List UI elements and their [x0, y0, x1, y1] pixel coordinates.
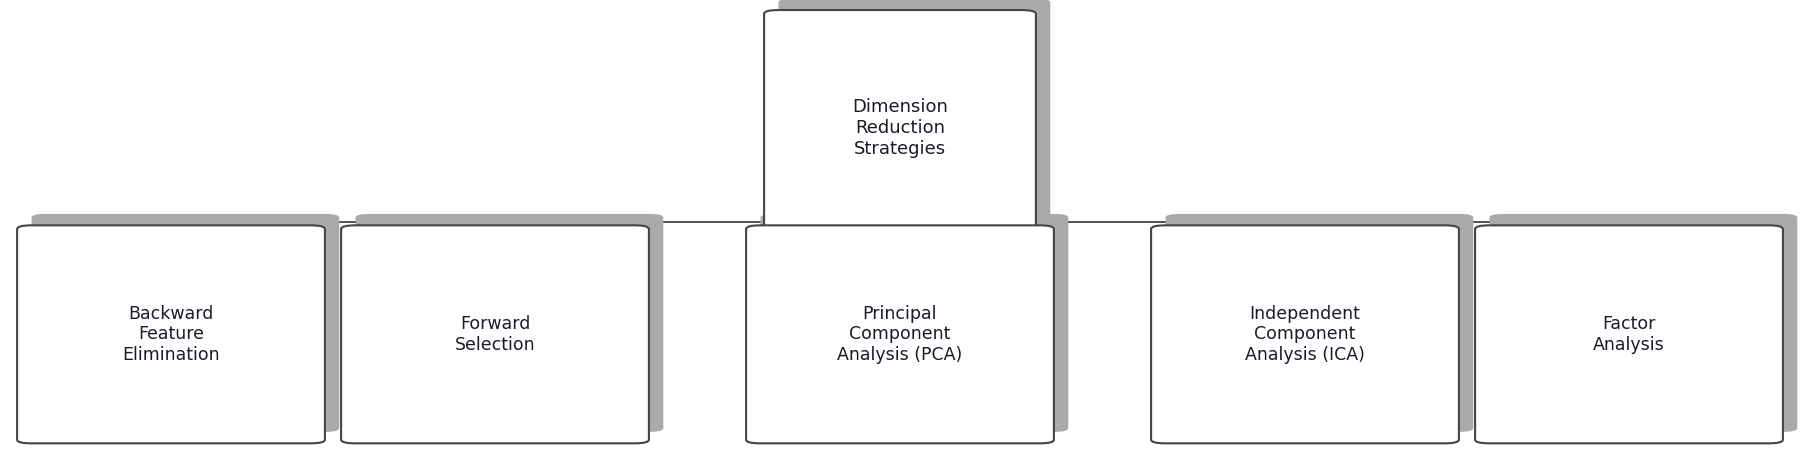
Text: Principal
Component
Analysis (PCA): Principal Component Analysis (PCA): [837, 305, 963, 364]
FancyBboxPatch shape: [763, 10, 1037, 246]
Text: Backward
Feature
Elimination: Backward Feature Elimination: [122, 305, 220, 364]
FancyBboxPatch shape: [760, 214, 1069, 432]
FancyBboxPatch shape: [32, 214, 338, 432]
FancyBboxPatch shape: [1152, 225, 1458, 443]
FancyBboxPatch shape: [1490, 214, 1796, 432]
Text: Factor
Analysis: Factor Analysis: [1593, 315, 1665, 354]
Text: Dimension
Reduction
Strategies: Dimension Reduction Strategies: [851, 98, 949, 158]
FancyBboxPatch shape: [1166, 214, 1472, 432]
FancyBboxPatch shape: [745, 225, 1053, 443]
FancyBboxPatch shape: [356, 214, 662, 432]
FancyBboxPatch shape: [18, 225, 324, 443]
FancyBboxPatch shape: [1474, 225, 1782, 443]
Text: Forward
Selection: Forward Selection: [455, 315, 535, 354]
FancyBboxPatch shape: [342, 225, 648, 443]
Text: Independent
Component
Analysis (ICA): Independent Component Analysis (ICA): [1246, 305, 1364, 364]
FancyBboxPatch shape: [778, 0, 1051, 235]
